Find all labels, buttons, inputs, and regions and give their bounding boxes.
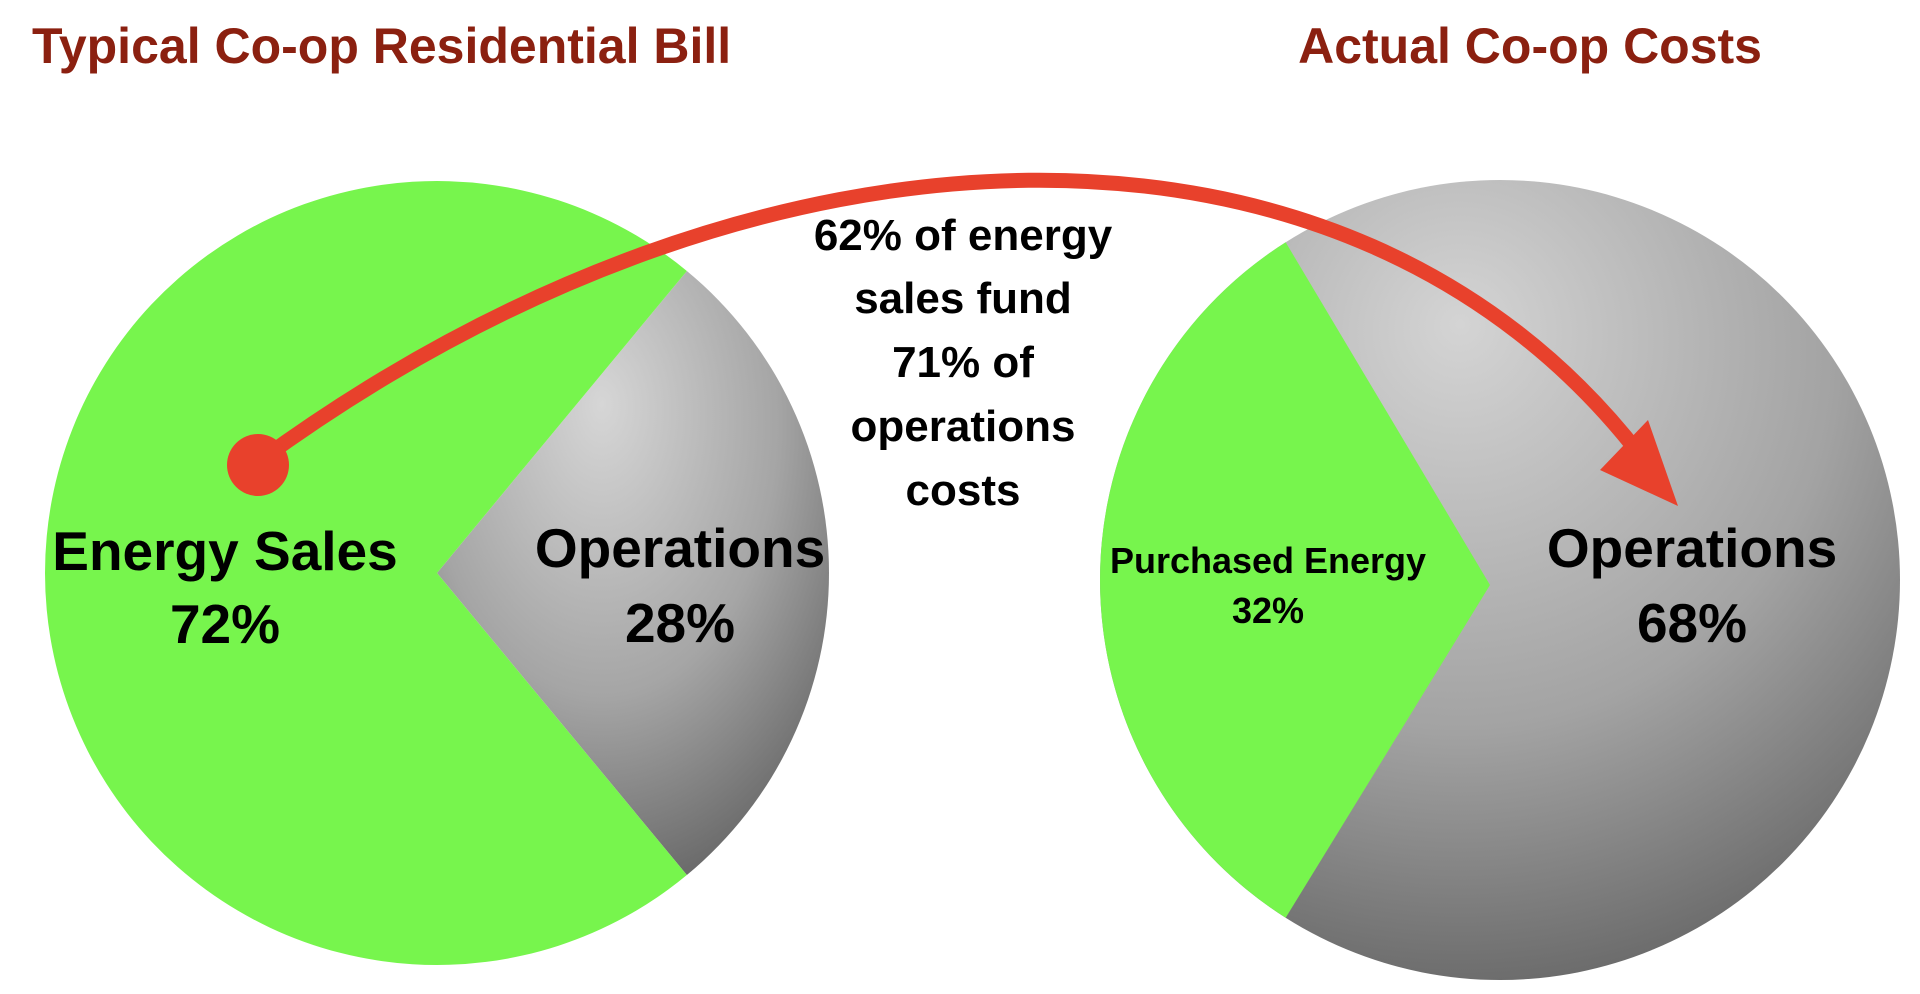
right-pie bbox=[1100, 180, 1900, 980]
annotation-line: costs bbox=[906, 466, 1021, 515]
annotation-line: operations bbox=[851, 402, 1076, 451]
arrow-shaft bbox=[250, 172, 1648, 470]
left-pie-slice-operations bbox=[437, 270, 829, 876]
right-operations-label: Operations bbox=[1547, 517, 1837, 579]
left-pie bbox=[44, 180, 829, 965]
right-energy-value: 32% bbox=[1232, 590, 1304, 631]
annotation-line: sales fund bbox=[854, 274, 1072, 323]
right-energy-label: Purchased Energy bbox=[1110, 540, 1426, 581]
annotation-line: 71% of bbox=[892, 338, 1034, 387]
annotation: 62% of energy sales fund 71% of operatio… bbox=[814, 211, 1113, 515]
annotation-line: 62% of energy bbox=[814, 211, 1113, 260]
left-pie-slice-energy-sales bbox=[44, 180, 687, 965]
left-energy-value: 72% bbox=[170, 593, 280, 655]
right-operations-value: 68% bbox=[1637, 592, 1747, 654]
right-chart-title: Actual Co-op Costs bbox=[1298, 18, 1762, 74]
left-operations-label: Operations bbox=[535, 517, 825, 579]
left-chart-title: Typical Co-op Residential Bill bbox=[32, 18, 731, 74]
curved-arrow bbox=[227, 172, 1678, 506]
arrow-head bbox=[1600, 420, 1678, 506]
arrow-start-dot bbox=[227, 434, 289, 496]
right-pie-slice-purchased-energy bbox=[1100, 242, 1490, 918]
left-energy-label: Energy Sales bbox=[52, 520, 397, 582]
left-operations-value: 28% bbox=[625, 592, 735, 654]
